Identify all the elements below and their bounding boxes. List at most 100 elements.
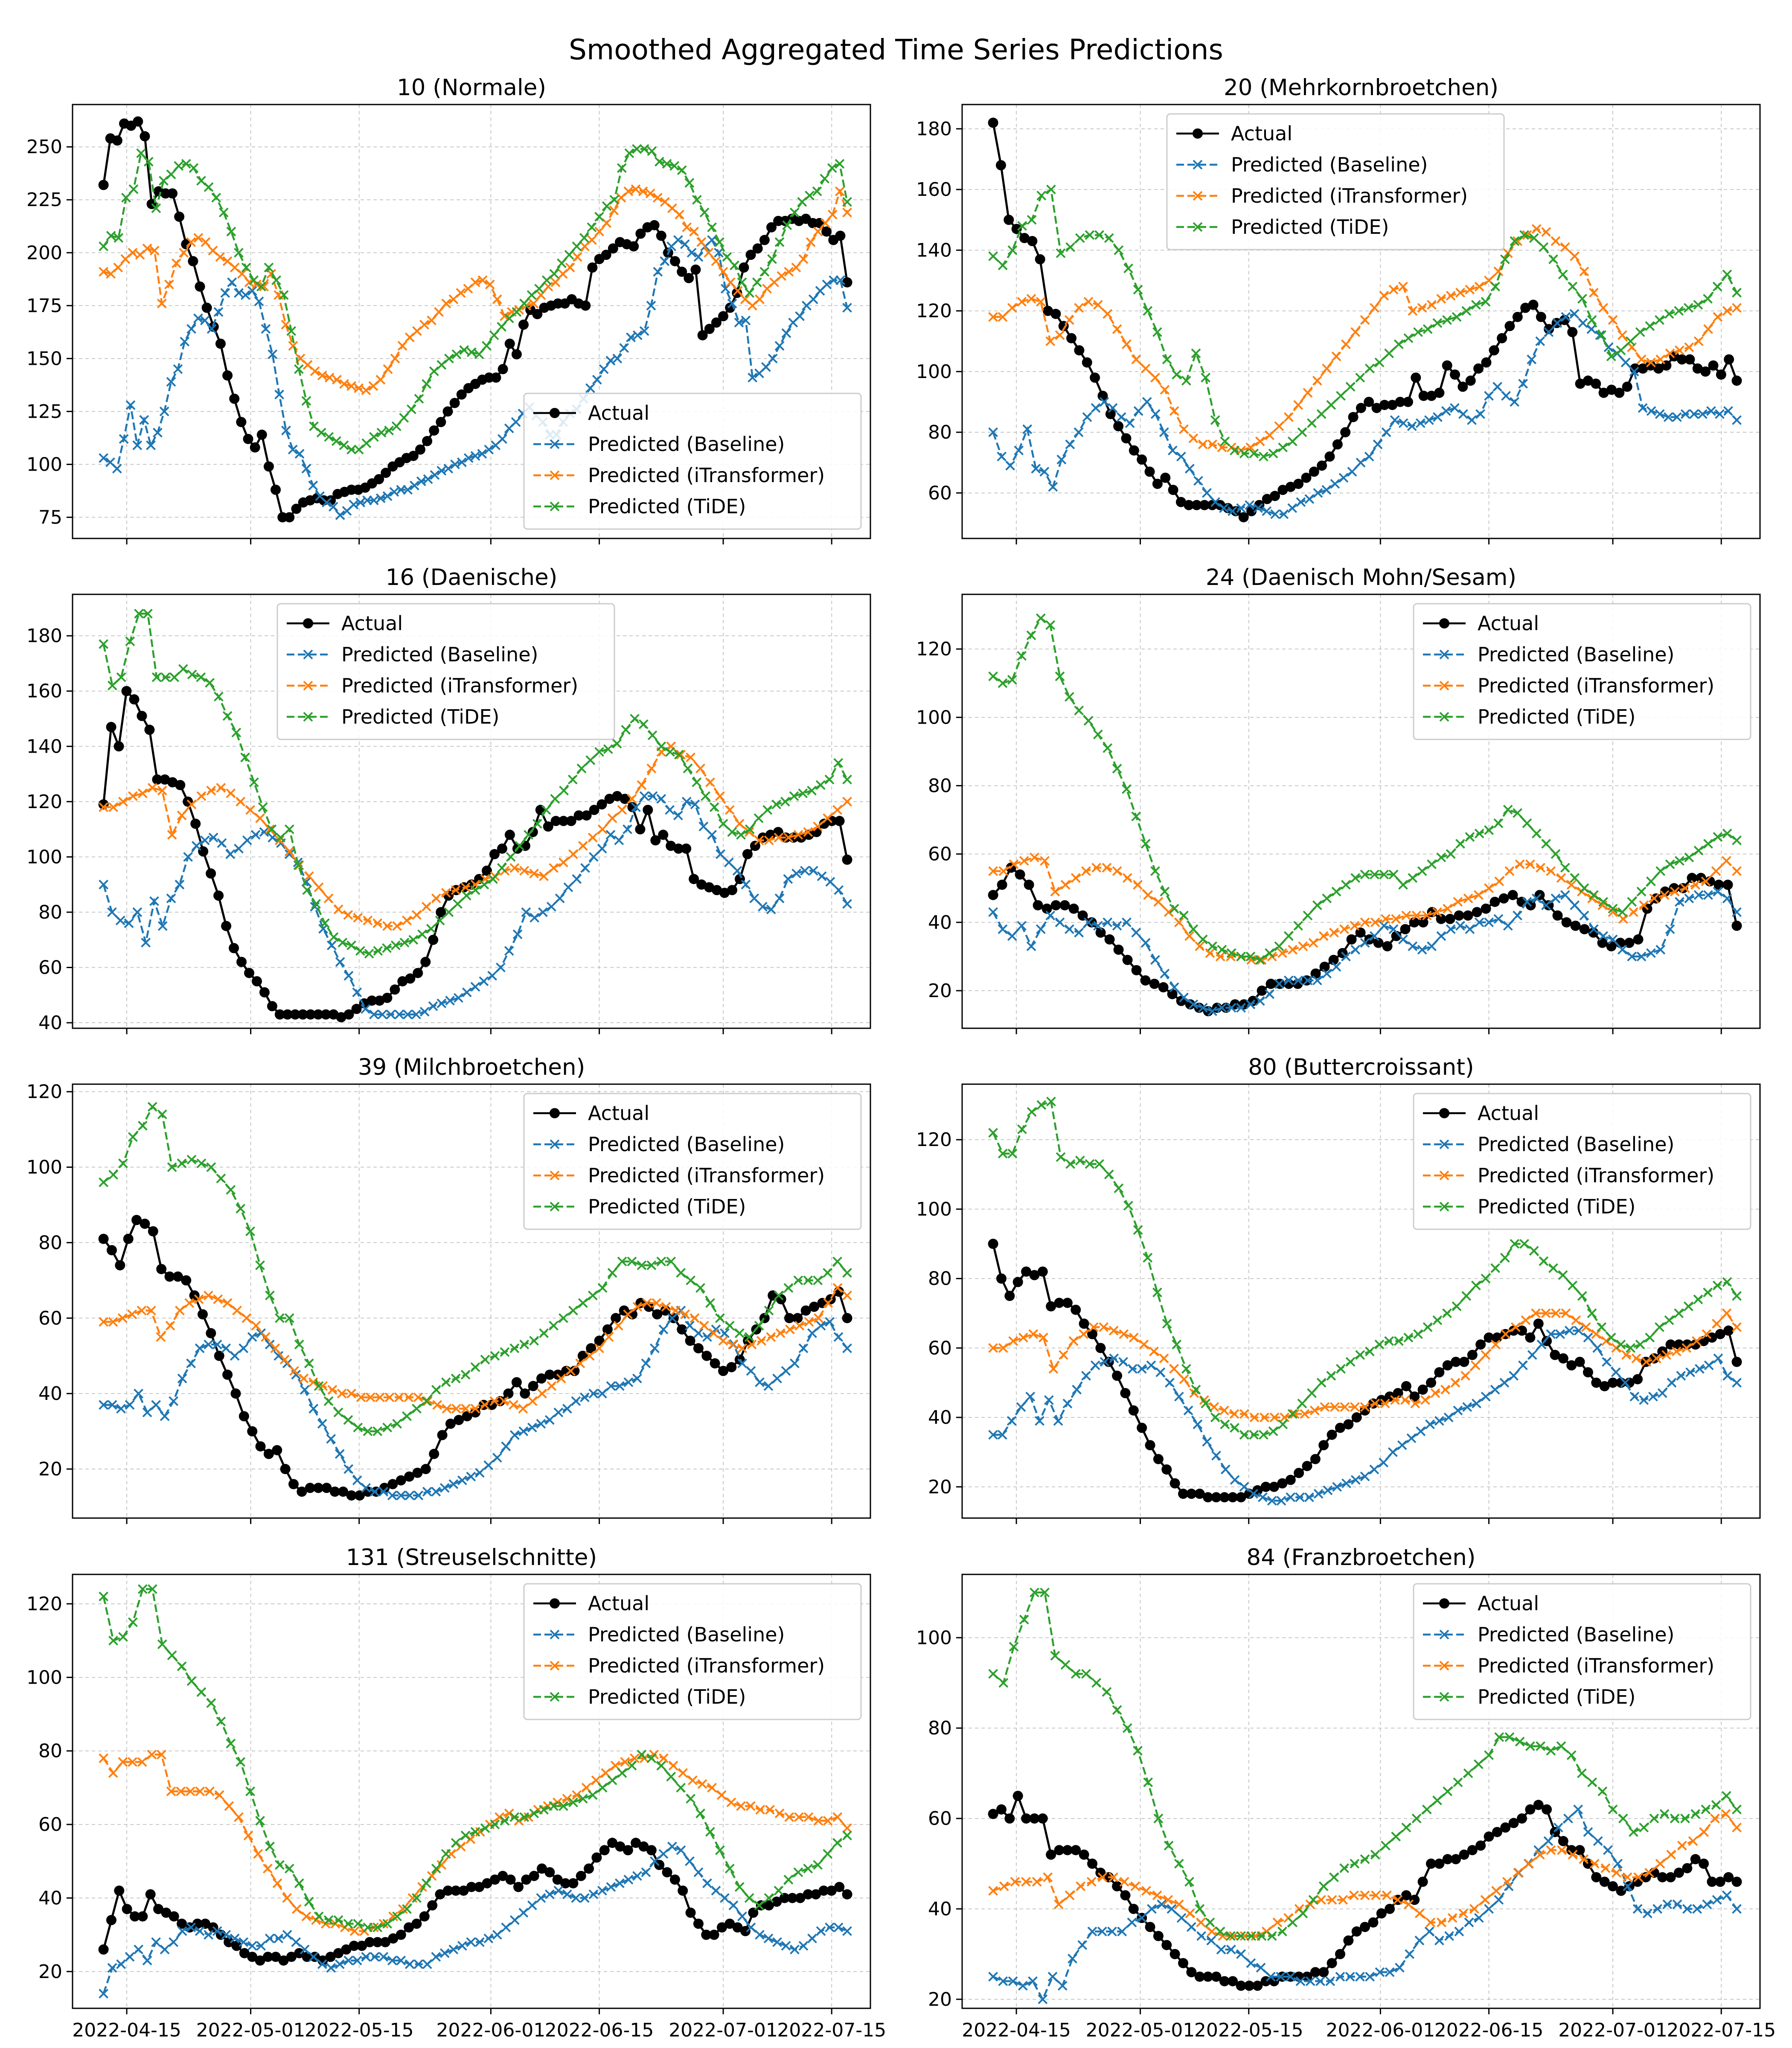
data-point (273, 1351, 284, 1361)
data-point (304, 871, 314, 881)
data-point (1381, 914, 1391, 924)
data-point (608, 243, 618, 254)
data-point (444, 353, 454, 364)
data-point (343, 1464, 354, 1474)
data-point (1129, 1332, 1139, 1343)
data-point (1683, 303, 1693, 313)
data-point (160, 1411, 170, 1421)
data-point (659, 1753, 669, 1763)
legend-marker (550, 1139, 560, 1149)
data-point (744, 1332, 754, 1342)
data-point (1458, 1908, 1469, 1918)
data-point (658, 1324, 669, 1335)
data-point (716, 1922, 727, 1933)
data-point (1489, 345, 1499, 356)
data-point (693, 1918, 704, 1929)
data-point (1091, 403, 1101, 413)
data-point (1481, 1274, 1491, 1284)
data-point (1283, 975, 1294, 986)
data-point (676, 1845, 686, 1855)
data-point (580, 300, 591, 311)
data-point (335, 1449, 345, 1459)
data-point (1093, 729, 1103, 739)
data-point (429, 425, 439, 436)
data-point (1152, 1890, 1162, 1900)
y-tick-label: 80 (928, 1268, 952, 1290)
data-point (1713, 312, 1723, 322)
data-point (1016, 1402, 1026, 1412)
data-point (1283, 931, 1294, 941)
data-point (137, 1911, 148, 1922)
legend-marker (1439, 1661, 1449, 1671)
legend-marker (1439, 1598, 1449, 1609)
data-point (1257, 1931, 1267, 1941)
data-point (553, 1407, 564, 1417)
data-point (1616, 1339, 1626, 1350)
data-point (1219, 503, 1229, 513)
data-point (718, 1366, 729, 1376)
legend-marker (550, 501, 560, 512)
data-point (1426, 1377, 1437, 1388)
data-point (1043, 1872, 1053, 1882)
data-point (107, 1963, 117, 1973)
y-tick-label: 180 (26, 625, 62, 647)
data-point (496, 963, 506, 972)
data-point (256, 282, 266, 292)
data-point (687, 247, 697, 258)
data-point (382, 921, 393, 931)
data-point (1400, 1395, 1410, 1405)
data-point (559, 1801, 568, 1811)
data-point (1029, 1813, 1040, 1824)
data-point (422, 1487, 432, 1497)
data-point (1683, 1301, 1693, 1312)
data-point (376, 428, 387, 438)
data-point (1207, 439, 1217, 449)
data-point (272, 1878, 282, 1888)
data-point (1071, 1669, 1081, 1679)
data-point (1139, 1339, 1149, 1350)
data-point (527, 1396, 538, 1406)
data-point (1293, 478, 1304, 489)
data-point (195, 1926, 205, 1936)
data-point (1510, 1239, 1520, 1249)
data-point (222, 1298, 233, 1308)
data-point (333, 1948, 344, 1958)
data-point (1036, 924, 1046, 934)
data-point (1301, 472, 1312, 483)
data-point (596, 799, 607, 810)
data-point (529, 913, 540, 923)
data-point (356, 1392, 366, 1402)
data-point (1081, 1669, 1091, 1679)
data-point (465, 1834, 476, 1844)
data-point (720, 1328, 730, 1338)
data-point (179, 247, 189, 258)
data-point (1153, 1813, 1164, 1824)
data-point (276, 832, 286, 843)
data-point (1708, 360, 1719, 371)
data-point (783, 1874, 794, 1885)
data-point (1587, 315, 1597, 325)
data-point (798, 254, 809, 264)
data-point (732, 288, 742, 298)
data-point (1293, 400, 1303, 410)
data-point (1515, 859, 1525, 870)
data-point (1443, 904, 1453, 914)
data-point (314, 1911, 324, 1921)
data-point (511, 1377, 522, 1388)
data-point (1588, 924, 1599, 934)
data-point (727, 1339, 738, 1350)
data-point (1513, 1868, 1523, 1878)
data-point (1732, 866, 1742, 876)
data-point (477, 449, 487, 459)
data-point (572, 241, 582, 251)
data-point (402, 1411, 412, 1421)
data-point (620, 1757, 630, 1767)
data-point (492, 294, 502, 304)
data-point (166, 893, 176, 903)
data-point (518, 1426, 529, 1437)
data-point (193, 313, 203, 323)
data-point (732, 866, 742, 876)
data-point (578, 841, 588, 851)
data-point (186, 237, 196, 247)
data-point (1248, 1489, 1259, 1499)
